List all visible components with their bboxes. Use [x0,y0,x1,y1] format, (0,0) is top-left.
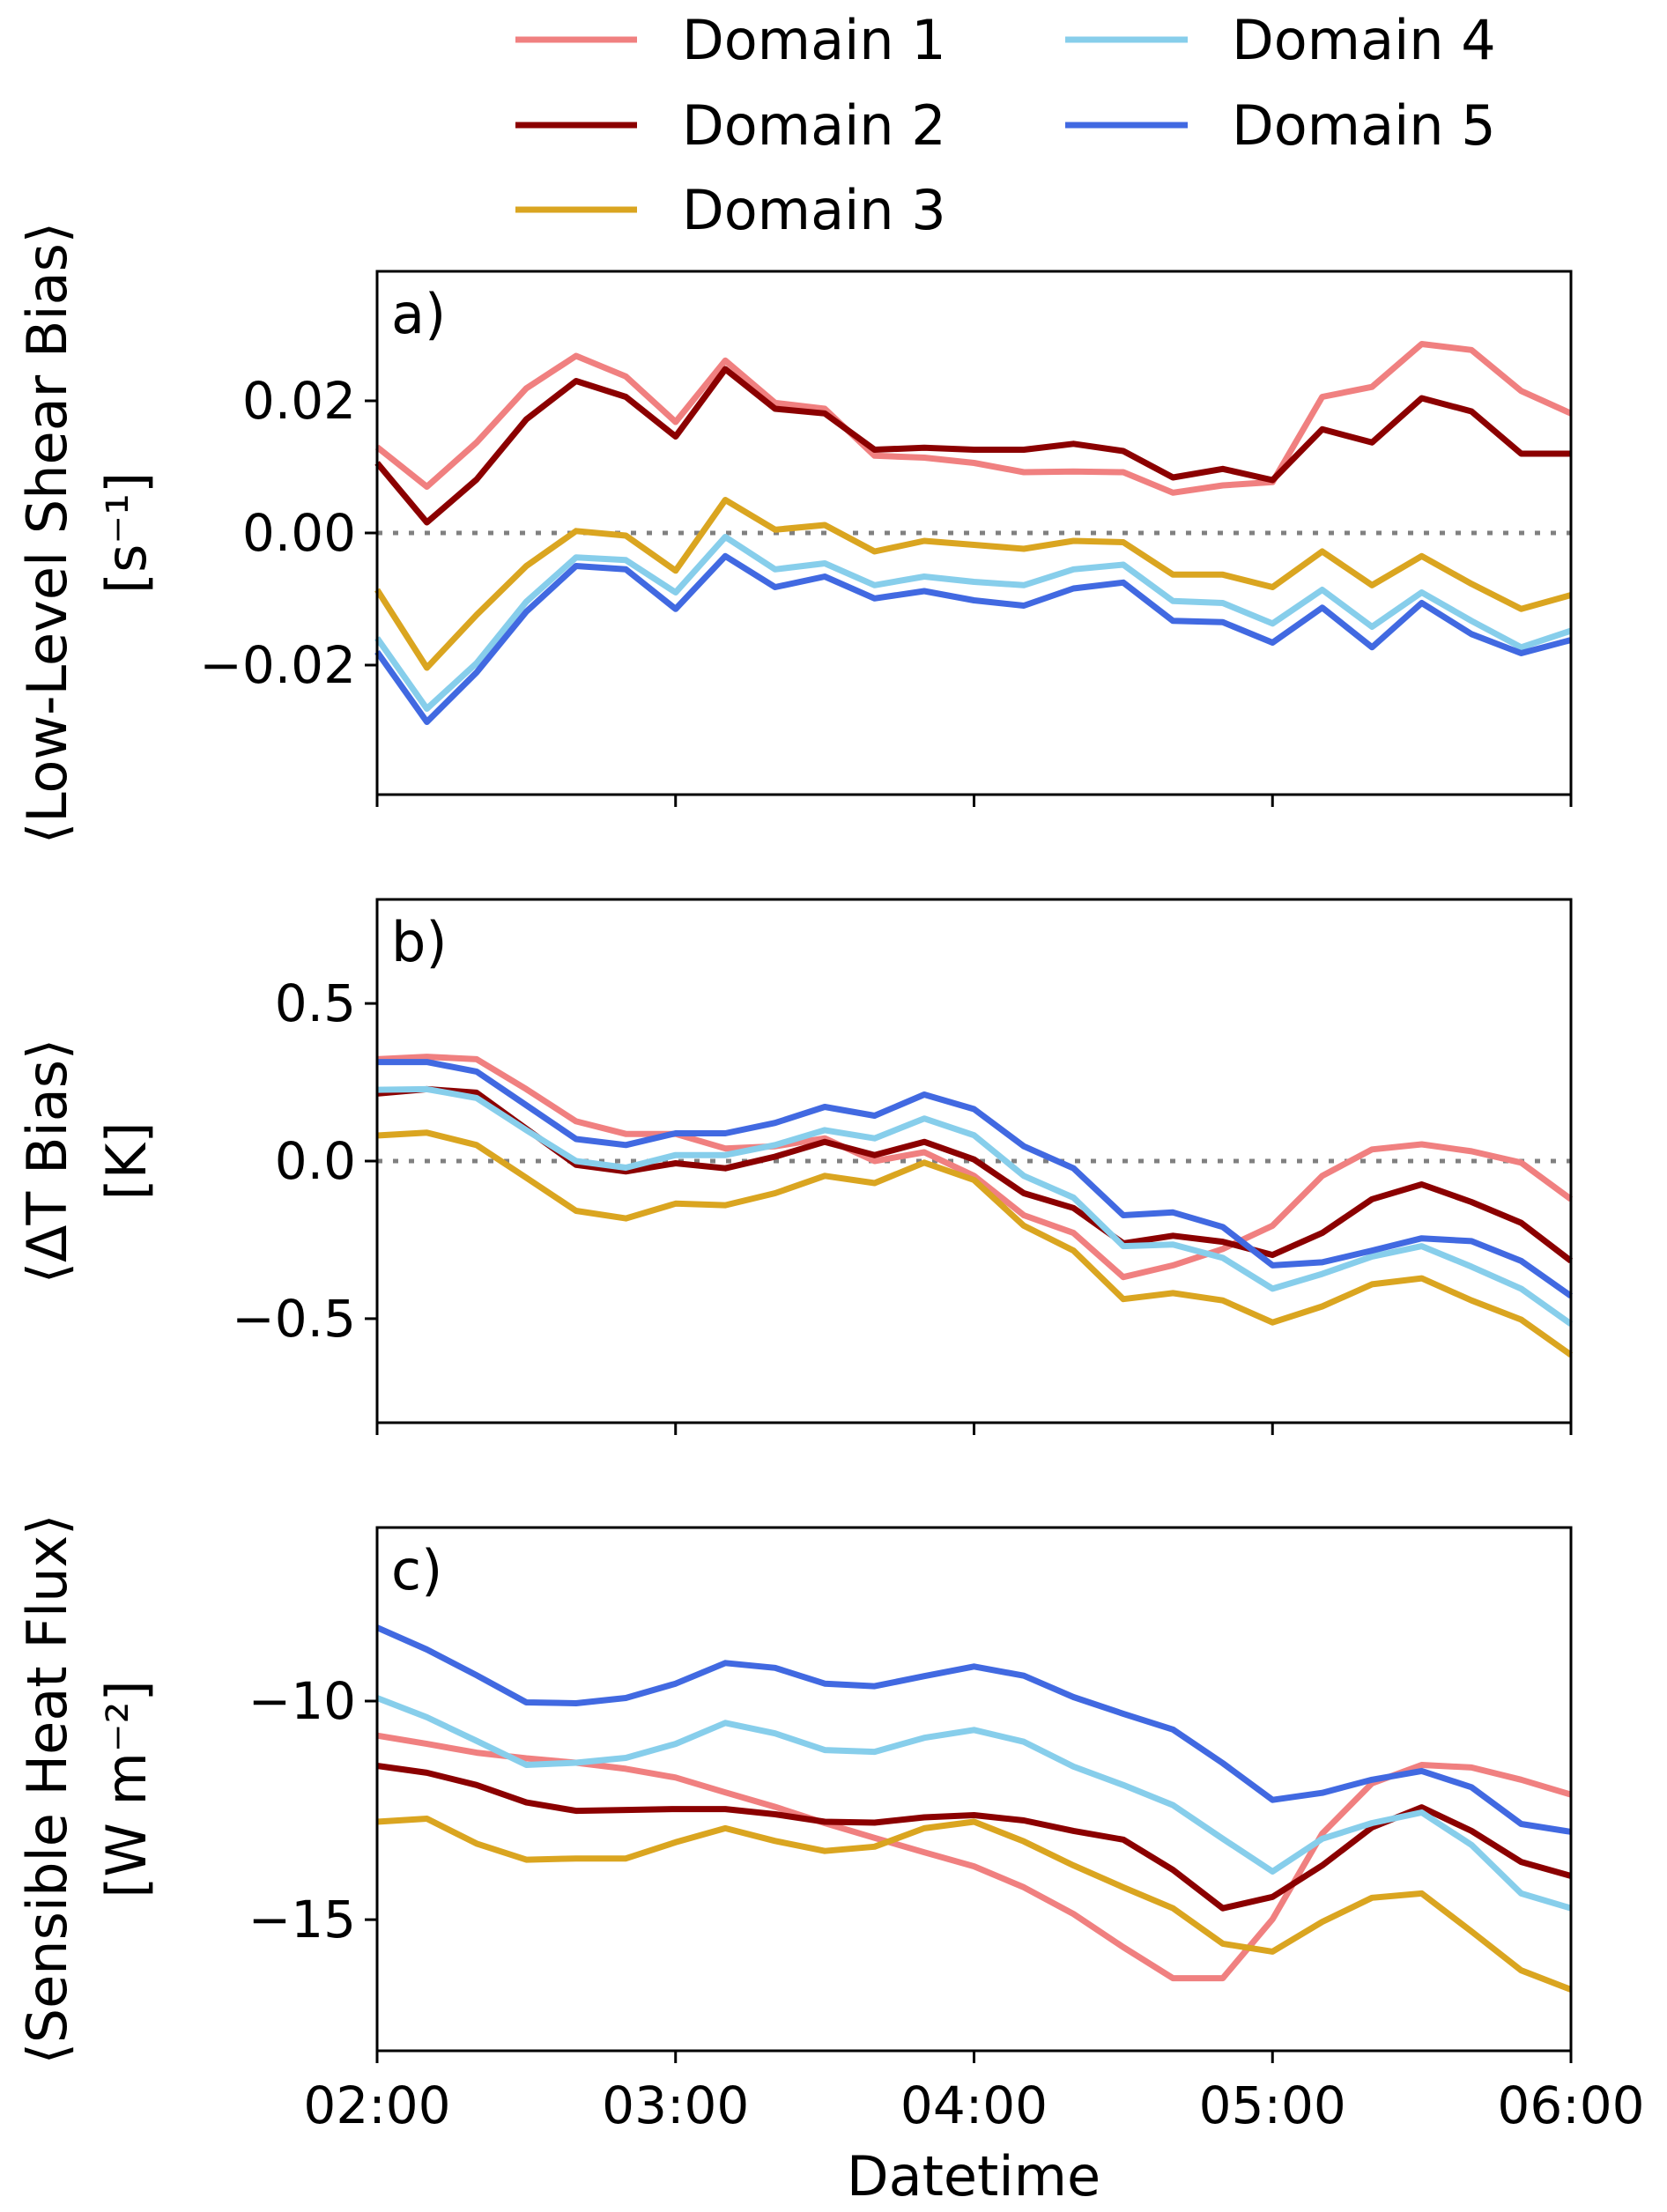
x-tick-label: 02:00 [303,2075,450,2135]
series-group [376,1054,1574,1358]
panel-label: c) [391,1538,442,1602]
panel-c: −10 −15 02:00 03:00 04:00 05:00 06:00 c) ⟨Sensib… [15,1514,1645,2135]
y-axis-units: [K] [94,1121,159,1200]
legend: Domain 1 Domain 2 Domain 3 Domain 4 Doma… [515,8,1496,242]
x-tick-label: 06:00 [1497,2075,1644,2135]
y-tick-label: −10 [248,1671,356,1731]
series-line-domain-2 [376,1085,1574,1264]
panels: 0.02 0.00 −0.02 a) ⟨Low-Level Shear Bias⟩ [s⁻… [15,222,1645,2135]
series-group [375,1624,1573,1993]
legend-entry-domain-2: Domain 2 [515,93,946,158]
series-line-domain-5 [375,1624,1572,1835]
x-axis-title: Datetime [847,2144,1100,2208]
x-tick-label: 05:00 [1199,2075,1346,2135]
legend-entry-domain-4: Domain 4 [1065,8,1496,72]
y-axis-title: ⟨Low-Level Shear Bias⟩ [15,222,79,844]
series-line-domain-5 [374,552,1572,725]
x-tick-label: 04:00 [900,2075,1048,2135]
series-line-domain-4 [376,1085,1574,1327]
series-line-domain-3 [376,1816,1573,1993]
legend-label-domain-5: Domain 5 [1232,93,1496,158]
y-axis-units: [s⁻¹] [94,472,159,594]
series-line-domain-1 [374,341,1573,496]
y-tick-label: 0.5 [275,973,356,1033]
legend-entry-domain-1: Domain 1 [515,8,946,72]
series-line-domain-2 [374,366,1571,526]
y-tick-label: −0.02 [199,635,356,695]
panel-b: 0.5 0.0 −0.5 b) ⟨ΔT Bias⟩ [K] [15,898,1574,1435]
series-line-domain-4 [374,534,1573,712]
series-line-domain-2 [376,1763,1572,1912]
axes-frame [375,1526,1573,2053]
y-axis-title: ⟨Sensible Heat Flux⟩ [15,1514,79,2065]
y-tick-label: −0.5 [232,1289,356,1349]
x-tick-label: 03:00 [602,2075,749,2135]
legend-label-domain-1: Domain 1 [682,8,946,72]
series-line-domain-4 [375,1695,1572,1912]
panel-label: b) [391,910,448,974]
series-line-domain-1 [376,1054,1574,1281]
panel-label: a) [391,282,446,346]
legend-label-domain-3: Domain 3 [682,178,946,242]
legend-label-domain-2: Domain 2 [682,93,946,158]
series-line-domain-5 [377,1059,1574,1299]
y-tick-label: 0.02 [242,371,356,431]
series-line-domain-3 [374,497,1572,671]
y-tick-label: −15 [248,1890,356,1949]
panel-a: 0.02 0.00 −0.02 a) ⟨Low-Level Shear Bias⟩ [s⁻… [15,222,1573,844]
y-axis-title: ⟨ΔT Bias⟩ [15,1039,79,1284]
y-tick-label: 0.00 [242,503,356,563]
y-axis-units: [W m⁻²] [94,1680,159,1898]
legend-label-domain-4: Domain 4 [1232,8,1496,72]
legend-entry-domain-3: Domain 3 [515,178,946,242]
series-group [374,341,1573,725]
y-tick-label: 0.0 [275,1131,356,1191]
legend-entry-domain-5: Domain 5 [1065,93,1496,158]
series-line-domain-3 [376,1129,1574,1358]
